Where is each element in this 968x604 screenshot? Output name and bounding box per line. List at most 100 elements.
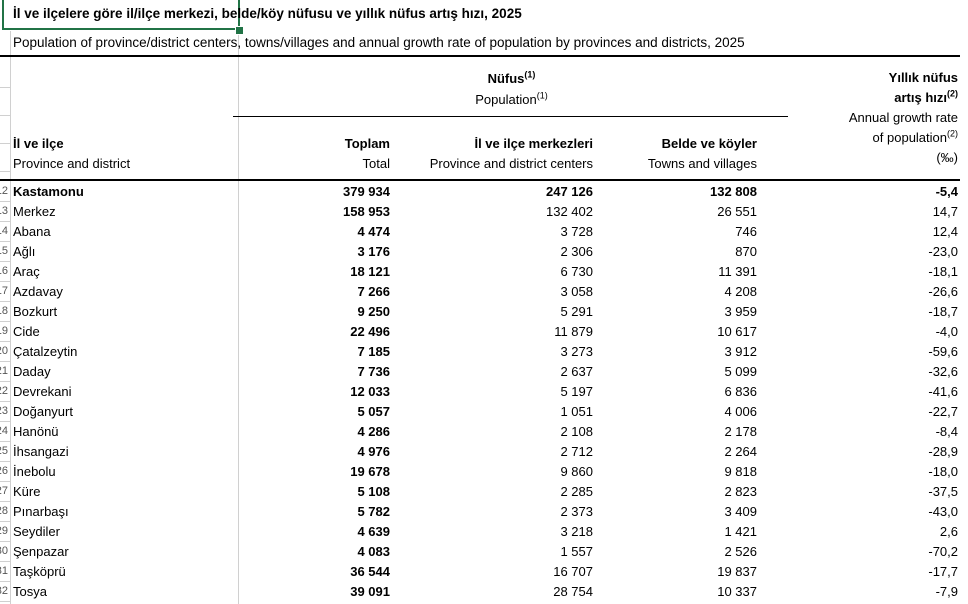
cell-name[interactable]: Pınarbaşı — [13, 504, 69, 519]
cell-rate[interactable]: -23,0 — [928, 244, 958, 259]
cell-n3[interactable]: 6 836 — [724, 384, 757, 399]
cell-rate[interactable]: 12,4 — [932, 224, 958, 239]
cell-n3[interactable]: 132 808 — [710, 184, 757, 199]
cell-n1[interactable]: 39 091 — [350, 584, 390, 599]
cell-n2[interactable]: 6 730 — [560, 264, 593, 279]
cell-rate[interactable]: -17,7 — [928, 564, 958, 579]
cell-n1[interactable]: 7 266 — [357, 284, 390, 299]
cell-n3[interactable]: 3 912 — [724, 344, 757, 359]
cell-n2[interactable]: 2 712 — [560, 444, 593, 459]
row-number[interactable]: 32 — [0, 582, 10, 602]
cell-n2[interactable]: 3 273 — [560, 344, 593, 359]
row-number[interactable]: 24 — [0, 422, 10, 442]
cell-rate[interactable]: 2,6 — [939, 524, 958, 539]
cell-n3[interactable]: 4 208 — [724, 284, 757, 299]
cell-n2[interactable]: 16 707 — [553, 564, 593, 579]
cell-n3[interactable]: 2 823 — [724, 484, 757, 499]
cell-n2[interactable]: 2 285 — [560, 484, 593, 499]
cell-n3[interactable]: 746 — [735, 224, 757, 239]
cell-n2[interactable]: 3 728 — [560, 224, 593, 239]
page-title[interactable]: İl ve ilçelere göre il/ilçe merkezi, bel… — [13, 6, 522, 21]
cell-rate[interactable]: -28,9 — [928, 444, 958, 459]
row-number[interactable]: 26 — [0, 462, 10, 482]
cell-rate[interactable]: -59,6 — [928, 344, 958, 359]
table-row[interactable]: Tosya 39 091 28 754 10 337 -7,9 — [0, 582, 968, 602]
column-header-towns[interactable]: Belde ve köyler Towns and villages — [560, 134, 757, 174]
cell-rate[interactable]: -18,0 — [928, 464, 958, 479]
row-number[interactable]: 28 — [0, 502, 10, 522]
table-row[interactable]: İnebolu 19 678 9 860 9 818 -18,0 — [0, 462, 968, 482]
cell-name[interactable]: Çatalzeytin — [13, 344, 78, 359]
table-row[interactable]: Şenpazar 4 083 1 557 2 526 -70,2 — [0, 542, 968, 562]
cell-n1[interactable]: 4 286 — [357, 424, 390, 439]
cell-rate[interactable]: -5,4 — [935, 184, 958, 199]
row-number[interactable]: 21 — [0, 362, 10, 382]
cell-n2[interactable]: 2 306 — [560, 244, 593, 259]
table-row[interactable]: Abana 4 474 3 728 746 12,4 — [0, 222, 968, 242]
cell-n3[interactable]: 3 409 — [724, 504, 757, 519]
table-row[interactable]: Seydiler 4 639 3 218 1 421 2,6 — [0, 522, 968, 542]
table-row[interactable]: Araç 18 121 6 730 11 391 -18,1 — [0, 262, 968, 282]
cell-n1[interactable]: 36 544 — [350, 564, 390, 579]
table-row[interactable]: Devrekani 12 033 5 197 6 836 -41,6 — [0, 382, 968, 402]
cell-name[interactable]: Araç — [13, 264, 40, 279]
row-number[interactable]: 23 — [0, 402, 10, 422]
cell-n1[interactable]: 4 474 — [357, 224, 390, 239]
cell-n1[interactable]: 18 121 — [350, 264, 390, 279]
cell-rate[interactable]: -43,0 — [928, 504, 958, 519]
cell-n3[interactable]: 10 617 — [717, 324, 757, 339]
cell-n3[interactable]: 4 006 — [724, 404, 757, 419]
cell-n2[interactable]: 5 291 — [560, 304, 593, 319]
cell-n3[interactable]: 2 264 — [724, 444, 757, 459]
table-row[interactable]: Doğanyurt 5 057 1 051 4 006 -22,7 — [0, 402, 968, 422]
row-number[interactable]: 27 — [0, 482, 10, 502]
cell-n2[interactable]: 11 879 — [554, 324, 593, 339]
row-number[interactable]: 22 — [0, 382, 10, 402]
cell-n2[interactable]: 2 637 — [560, 364, 593, 379]
cell-n1[interactable]: 19 678 — [350, 464, 390, 479]
column-header-total[interactable]: Toplam Total — [240, 134, 390, 174]
cell-n2[interactable]: 132 402 — [546, 204, 593, 219]
cell-n1[interactable]: 5 782 — [357, 504, 390, 519]
cell-n3[interactable]: 1 421 — [724, 524, 757, 539]
cell-rate[interactable]: -18,7 — [928, 304, 958, 319]
cell-n2[interactable]: 1 051 — [560, 404, 593, 419]
cell-rate[interactable]: -26,6 — [928, 284, 958, 299]
cell-rate[interactable]: -37,5 — [928, 484, 958, 499]
cell-name[interactable]: Ağlı — [13, 244, 36, 259]
cell-rate[interactable]: -7,9 — [935, 584, 958, 599]
row-number[interactable]: 16 — [0, 262, 10, 282]
cell-n1[interactable]: 7 736 — [357, 364, 390, 379]
row-number-strip[interactable]: 1213141516171819202122232425262728293031… — [0, 0, 10, 604]
cell-name[interactable]: Doğanyurt — [13, 404, 73, 419]
cell-n1[interactable]: 3 176 — [357, 244, 390, 259]
row-number[interactable]: 19 — [0, 322, 10, 342]
cell-n3[interactable]: 10 337 — [717, 584, 757, 599]
cell-n3[interactable]: 9 818 — [724, 464, 757, 479]
row-number[interactable]: 29 — [0, 522, 10, 542]
cell-n2[interactable]: 28 754 — [553, 584, 593, 599]
cell-n1[interactable]: 22 496 — [350, 324, 390, 339]
cell-name[interactable]: Merkez — [13, 204, 56, 219]
table-row[interactable]: Kastamonu 379 934 247 126 132 808 -5,4 — [0, 182, 968, 202]
cell-name[interactable]: Küre — [13, 484, 41, 499]
cell-n2[interactable]: 2 108 — [560, 424, 593, 439]
row-number[interactable]: 17 — [0, 282, 10, 302]
column-header-region[interactable]: İl ve ilçe Province and district — [13, 134, 130, 174]
cell-name[interactable]: Taşköprü — [13, 564, 66, 579]
row-number[interactable]: 12 — [0, 182, 10, 202]
cell-rate[interactable]: -22,7 — [928, 404, 958, 419]
table-row[interactable]: Daday 7 736 2 637 5 099 -32,6 — [0, 362, 968, 382]
cell-name[interactable]: Bozkurt — [13, 304, 58, 319]
cell-n2[interactable]: 247 126 — [546, 184, 593, 199]
cell-name[interactable]: Tosya — [13, 584, 47, 599]
cell-n1[interactable]: 12 033 — [350, 384, 390, 399]
cell-n2[interactable]: 3 218 — [560, 524, 593, 539]
cell-n2[interactable]: 5 197 — [560, 384, 593, 399]
cell-n3[interactable]: 11 391 — [718, 264, 757, 279]
row-number[interactable]: 31 — [0, 562, 10, 582]
table-row[interactable]: Merkez 158 953 132 402 26 551 14,7 — [0, 202, 968, 222]
table-row[interactable]: Çatalzeytin 7 185 3 273 3 912 -59,6 — [0, 342, 968, 362]
cell-n3[interactable]: 5 099 — [724, 364, 757, 379]
cell-n1[interactable]: 4 976 — [357, 444, 390, 459]
